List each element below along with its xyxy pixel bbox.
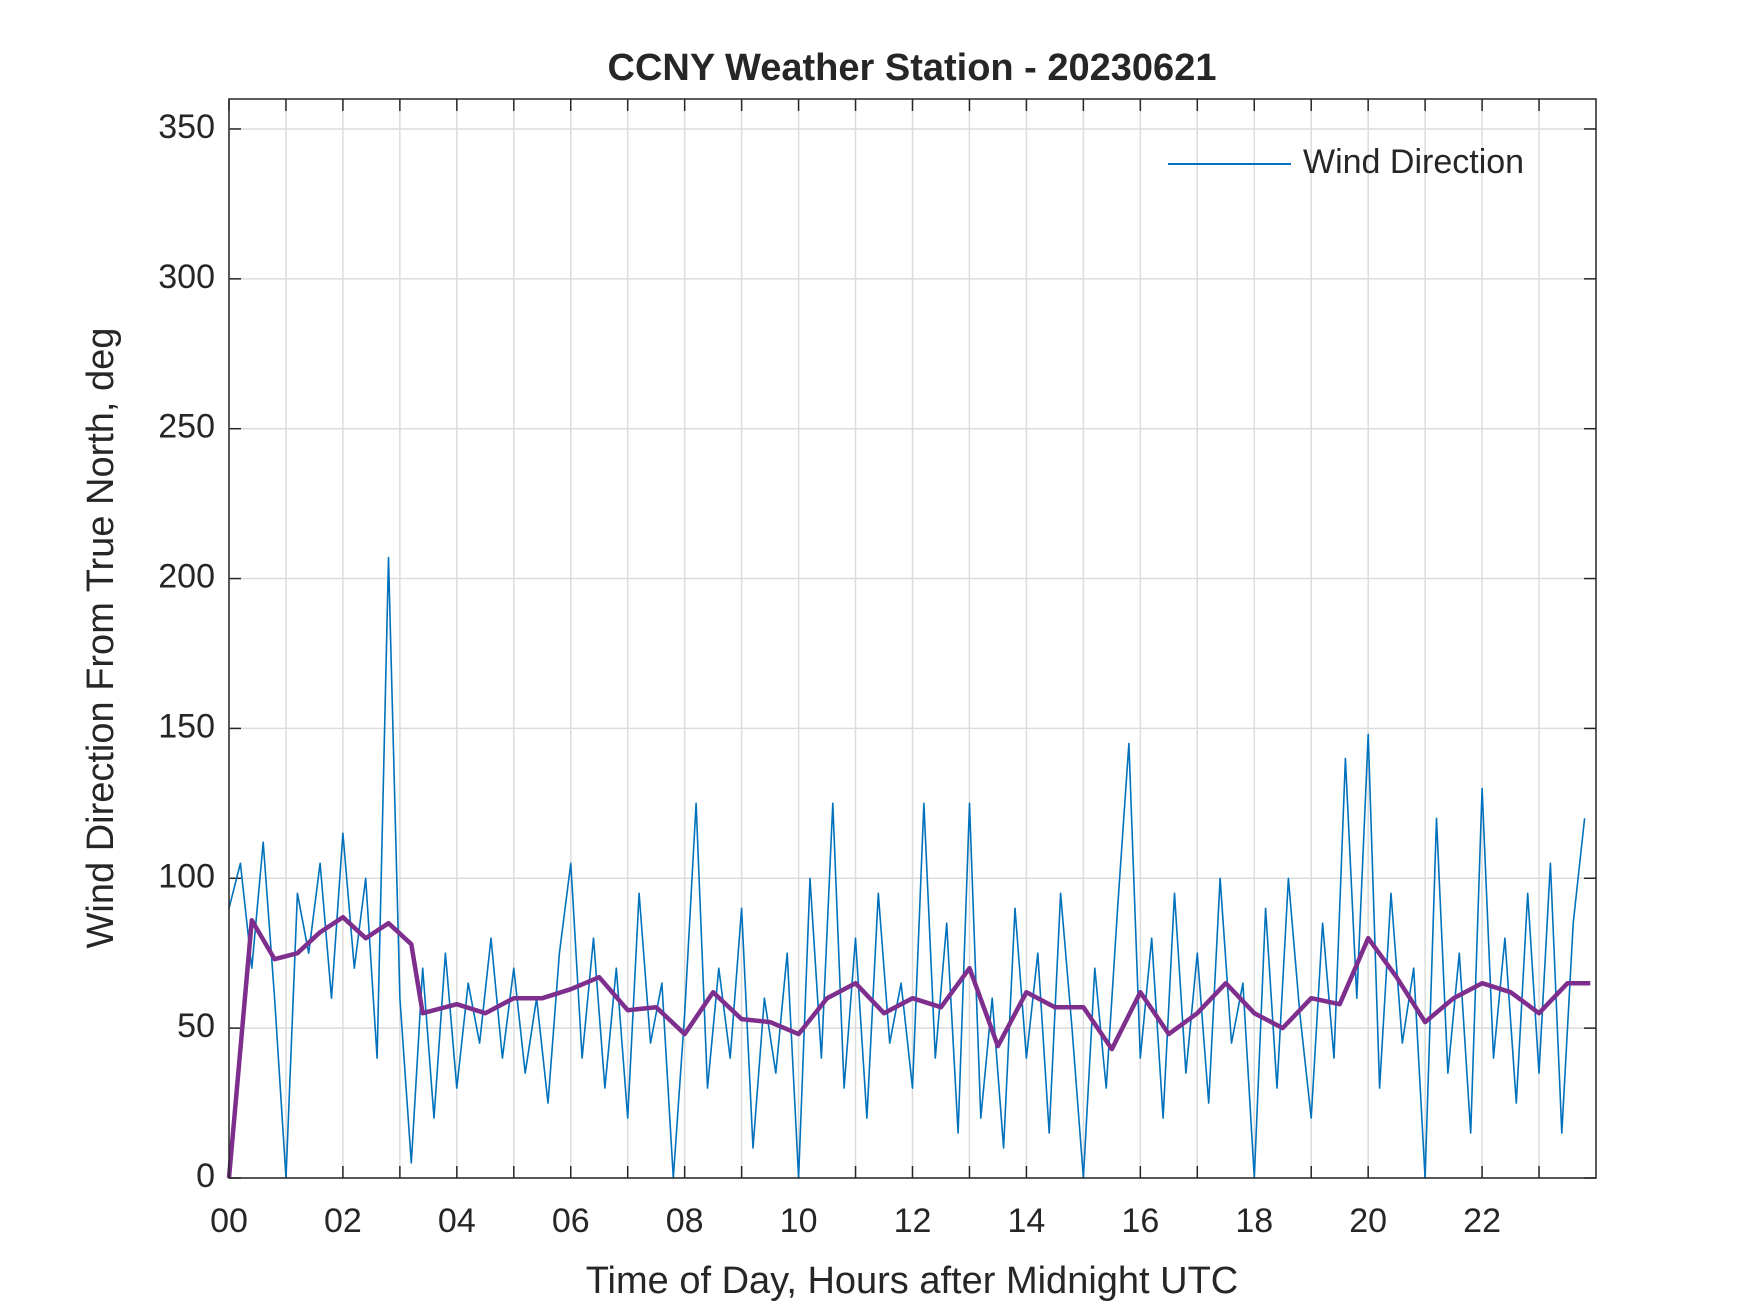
y-tick-label: 100 xyxy=(158,857,215,895)
x-tick-label: 04 xyxy=(438,1202,476,1240)
x-tick-label: 00 xyxy=(210,1202,248,1240)
chart-title: CCNY Weather Station - 20230621 xyxy=(608,47,1217,89)
plot-frame xyxy=(228,98,1597,1179)
x-tick-label: 08 xyxy=(666,1202,704,1240)
legend-label: Wind Direction xyxy=(1303,143,1524,181)
y-tick-label: 250 xyxy=(158,408,215,446)
y-tick-label: 350 xyxy=(158,108,215,146)
x-tick-label: 18 xyxy=(1235,1202,1273,1240)
x-axis-label: Time of Day, Hours after Midnight UTC xyxy=(586,1260,1239,1302)
x-tick-label: 02 xyxy=(324,1202,362,1240)
y-tick-label: 300 xyxy=(158,258,215,296)
y-tick-label: 150 xyxy=(158,707,215,745)
x-tick-label: 20 xyxy=(1349,1202,1387,1240)
y-tick-label: 0 xyxy=(196,1157,215,1195)
y-tick-label: 200 xyxy=(158,558,215,596)
x-tick-label: 10 xyxy=(780,1202,818,1240)
x-tick-label: 16 xyxy=(1121,1202,1159,1240)
y-axis-label: Wind Direction From True North, deg xyxy=(80,328,122,949)
x-tick-label: 22 xyxy=(1463,1202,1501,1240)
x-tick-label: 12 xyxy=(894,1202,932,1240)
x-tick-label: 14 xyxy=(1008,1202,1046,1240)
data-line xyxy=(228,556,1586,1179)
y-tick-label: 50 xyxy=(177,1007,215,1045)
data-line xyxy=(226,914,1591,1179)
x-tick-label: 06 xyxy=(552,1202,590,1240)
